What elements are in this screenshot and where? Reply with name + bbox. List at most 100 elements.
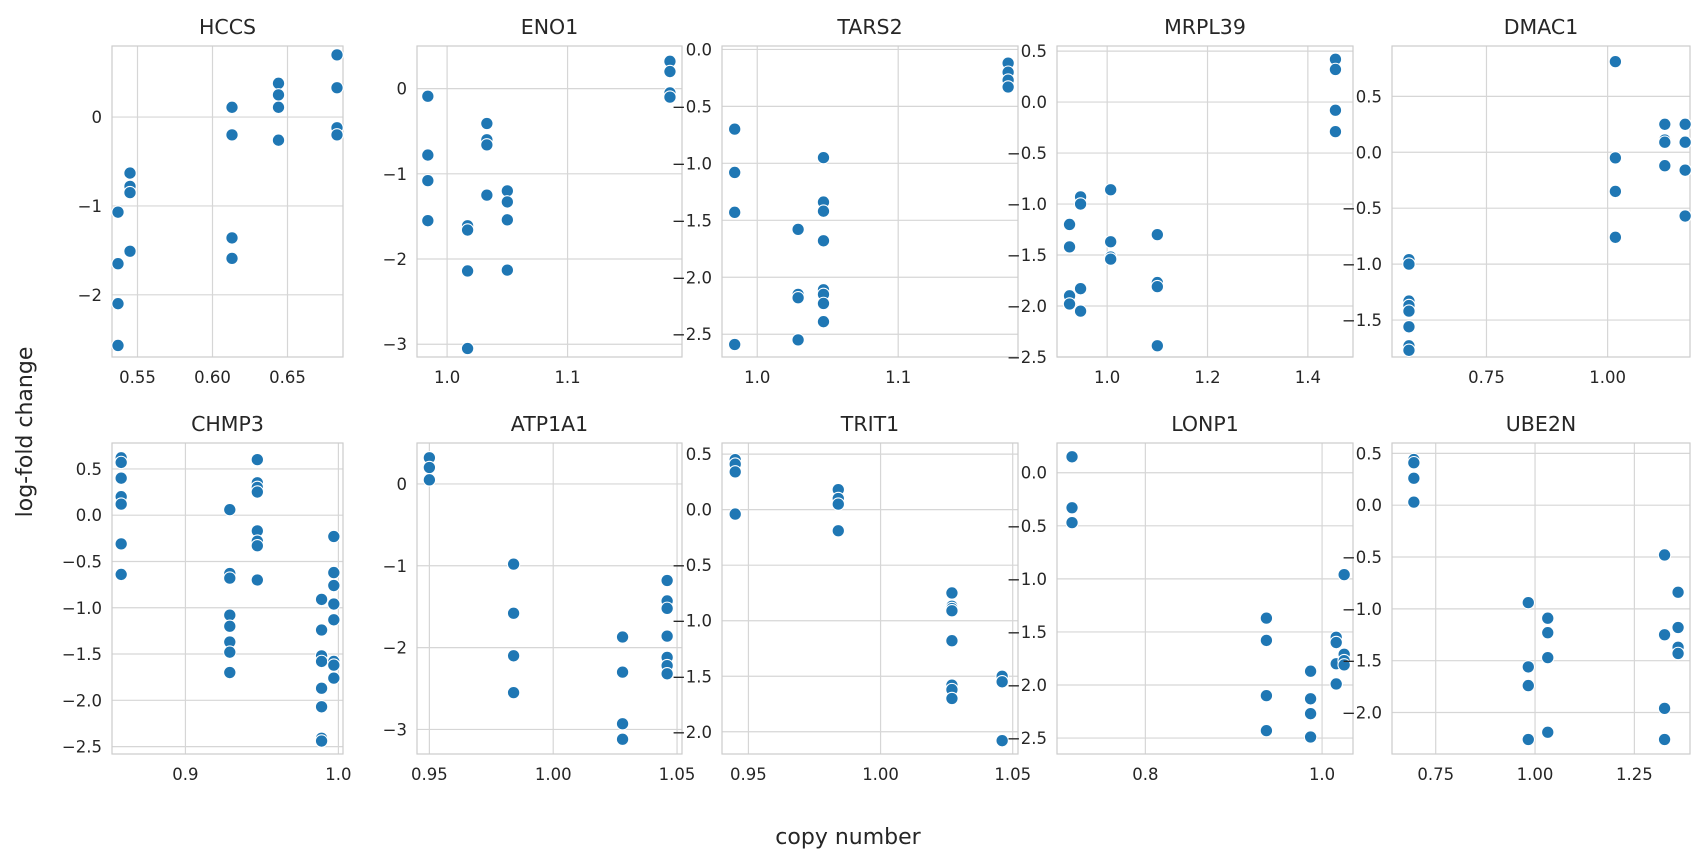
data-point bbox=[271, 88, 286, 102]
data-point bbox=[1303, 730, 1318, 744]
data-point bbox=[1658, 117, 1672, 132]
data-point bbox=[1678, 209, 1692, 223]
data-point bbox=[1150, 279, 1165, 294]
data-point bbox=[727, 122, 742, 136]
plot-frame bbox=[1056, 45, 1354, 358]
data-point bbox=[615, 716, 630, 731]
x-tick-label: 1.00 bbox=[1589, 368, 1626, 387]
y-tick-label: −1 bbox=[383, 557, 407, 576]
y-tick-label: 0 bbox=[92, 108, 103, 127]
data-point bbox=[1259, 611, 1274, 625]
y-tick-label: −0.5 bbox=[672, 556, 712, 575]
panel-dmac1: 0.75 1.00 −1.5 −1.0 −0.5 0.0 0.5 DMAC1 bbox=[1342, 15, 1692, 387]
data-point bbox=[223, 502, 237, 517]
gridlines bbox=[1057, 46, 1353, 358]
data-point bbox=[327, 597, 341, 611]
gridlines bbox=[722, 46, 1018, 357]
data-point bbox=[1065, 450, 1079, 464]
y-tick-label: −2 bbox=[383, 250, 407, 269]
y-tick-label: 0.5 bbox=[1356, 444, 1382, 463]
data-point bbox=[1062, 217, 1077, 232]
data-point bbox=[1150, 339, 1165, 353]
data-point bbox=[314, 592, 329, 607]
data-point bbox=[1657, 548, 1672, 562]
y-tick-label: −1.5 bbox=[672, 667, 712, 686]
data-points bbox=[1407, 452, 1685, 747]
data-point bbox=[327, 671, 341, 685]
data-point bbox=[500, 263, 515, 277]
y-tick-label: −0.5 bbox=[62, 552, 102, 571]
data-point bbox=[660, 601, 674, 616]
panel-trit1: 0.95 1.00 1.05 −2.0 −1.5 −1.0 −0.5 0.0 0.5 TRIT1 bbox=[672, 412, 1031, 784]
data-point bbox=[1073, 304, 1088, 318]
panel-title: UBE2N bbox=[1506, 412, 1576, 436]
data-point bbox=[330, 81, 344, 95]
data-point bbox=[421, 213, 435, 228]
data-point bbox=[1259, 723, 1274, 738]
y-tick-label: 0 bbox=[397, 80, 408, 99]
y-tick-label: 0.0 bbox=[686, 501, 712, 520]
data-point bbox=[1065, 515, 1079, 530]
x-tick-label: 1.00 bbox=[1517, 765, 1554, 784]
gridlines bbox=[722, 443, 1018, 754]
data-point bbox=[460, 223, 475, 237]
y-tick-label: −1.0 bbox=[672, 154, 712, 173]
data-point bbox=[727, 165, 742, 180]
data-point bbox=[506, 557, 521, 571]
x-tick-label: 0.9 bbox=[172, 765, 198, 784]
data-point bbox=[250, 452, 265, 467]
y-tick-label: 0.0 bbox=[686, 40, 712, 59]
data-point bbox=[791, 222, 805, 237]
data-point bbox=[791, 333, 805, 347]
y-tick-label: −0.5 bbox=[672, 97, 712, 116]
data-point bbox=[1541, 725, 1555, 739]
y-tick-label: 0.5 bbox=[1356, 87, 1382, 106]
data-point bbox=[223, 645, 237, 659]
data-point bbox=[1657, 732, 1672, 747]
data-point bbox=[1001, 80, 1015, 94]
data-point bbox=[1608, 184, 1623, 199]
data-point bbox=[506, 649, 521, 663]
data-point bbox=[123, 166, 137, 180]
data-point bbox=[271, 76, 286, 91]
data-point bbox=[615, 630, 630, 644]
data-point bbox=[945, 633, 959, 648]
panel-tars2: 1.0 1.1 −2.5 −2.0 −1.5 −1.0 −0.5 0.0 TARS2 bbox=[672, 15, 1019, 387]
x-tick-label: 1.4 bbox=[1295, 368, 1321, 387]
data-point bbox=[995, 733, 1009, 748]
data-point bbox=[114, 455, 128, 470]
data-point bbox=[421, 148, 435, 162]
data-point bbox=[123, 185, 137, 200]
panel-atp1a1: 0.95 1.00 1.05 −3 −2 −1 0 ATP1A1 bbox=[383, 412, 696, 784]
data-point bbox=[1073, 281, 1088, 296]
y-tick-label: 0.5 bbox=[76, 460, 102, 479]
data-point bbox=[250, 573, 265, 587]
data-point bbox=[727, 205, 742, 220]
data-point bbox=[500, 213, 515, 227]
y-tick-label: 0.0 bbox=[1356, 496, 1382, 515]
x-axis-label: copy number bbox=[775, 825, 921, 850]
y-tick-label: −2 bbox=[78, 286, 102, 305]
data-point bbox=[114, 537, 128, 551]
plot-frame bbox=[1391, 45, 1691, 358]
data-point bbox=[1678, 163, 1692, 177]
data-point bbox=[995, 675, 1009, 689]
data-point bbox=[327, 565, 341, 580]
data-point bbox=[1678, 117, 1692, 132]
panel-title: MRPL39 bbox=[1164, 15, 1246, 39]
x-tick-label: 1.25 bbox=[1616, 765, 1653, 784]
data-point bbox=[945, 603, 959, 618]
data-points bbox=[421, 54, 677, 356]
panel-title: CHMP3 bbox=[191, 412, 264, 436]
data-point bbox=[480, 138, 494, 152]
panel-mrpl39: 1.0 1.2 1.4 −2.5 −2.0 −1.5 −1.0 −0.5 0.0 0.5 MRPL3… bbox=[1007, 15, 1354, 387]
data-point bbox=[1337, 658, 1351, 672]
plot-frame bbox=[1391, 442, 1691, 755]
data-point bbox=[327, 578, 341, 593]
data-points bbox=[114, 451, 341, 748]
data-point bbox=[660, 667, 674, 681]
data-point bbox=[1521, 732, 1536, 747]
y-tick-label: −2 bbox=[383, 639, 407, 658]
x-tick-label: 1.05 bbox=[994, 765, 1031, 784]
